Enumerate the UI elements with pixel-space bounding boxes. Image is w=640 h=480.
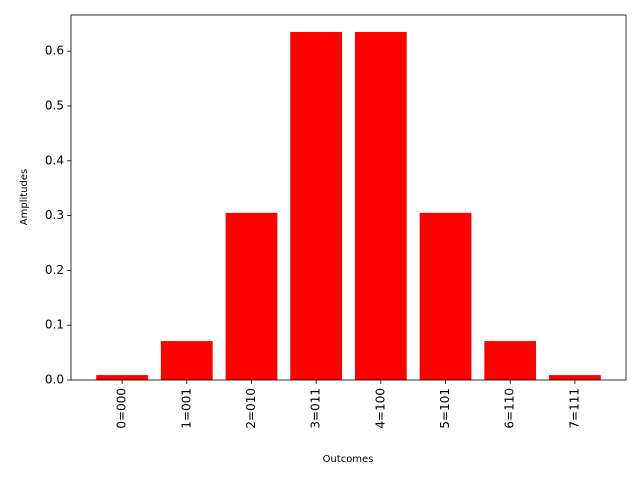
x-tick-label: 3=011 bbox=[309, 388, 323, 429]
y-tick-label: 0.0 bbox=[45, 373, 64, 387]
y-tick-label: 0.2 bbox=[45, 263, 64, 277]
y-tick-label: 0.5 bbox=[45, 98, 64, 112]
bar bbox=[225, 212, 278, 380]
y-tick-label: 0.1 bbox=[45, 318, 64, 332]
bar bbox=[160, 341, 213, 380]
x-tick-label: 2=010 bbox=[244, 388, 258, 429]
x-tick-label: 4=100 bbox=[373, 388, 387, 429]
bar bbox=[96, 375, 148, 380]
x-tick-label: 5=101 bbox=[438, 388, 452, 429]
bar bbox=[484, 341, 537, 380]
x-axis-label: Outcomes bbox=[323, 454, 374, 465]
x-tick-label: 6=110 bbox=[503, 388, 517, 429]
y-tick-label: 0.6 bbox=[45, 44, 64, 58]
x-tick-label: 1=001 bbox=[179, 388, 193, 429]
x-tick-label: 0=000 bbox=[115, 388, 129, 429]
y-tick-label: 0.3 bbox=[45, 208, 64, 222]
plot-frame bbox=[70, 14, 627, 381]
bar bbox=[290, 31, 343, 380]
y-axis-label: Amplitudes bbox=[19, 169, 30, 225]
y-tick-label: 0.4 bbox=[45, 153, 64, 167]
bar bbox=[549, 375, 601, 380]
bar bbox=[354, 31, 407, 380]
x-tick-label: 7=111 bbox=[567, 388, 581, 429]
bar bbox=[419, 212, 472, 380]
